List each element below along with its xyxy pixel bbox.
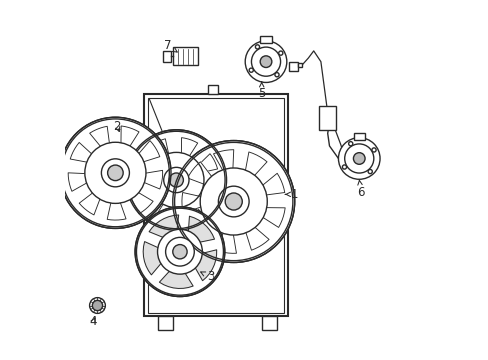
Text: 2: 2	[113, 120, 121, 133]
Circle shape	[89, 298, 105, 314]
Text: 7: 7	[163, 39, 177, 52]
Polygon shape	[240, 204, 285, 228]
Circle shape	[367, 170, 371, 174]
FancyBboxPatch shape	[158, 316, 172, 330]
Polygon shape	[181, 182, 218, 201]
Polygon shape	[70, 143, 110, 169]
Circle shape	[163, 167, 189, 193]
Circle shape	[126, 130, 226, 230]
Circle shape	[60, 117, 171, 228]
Polygon shape	[234, 209, 268, 250]
Circle shape	[338, 138, 379, 179]
Circle shape	[255, 45, 259, 49]
Polygon shape	[183, 216, 214, 251]
Polygon shape	[122, 141, 160, 172]
Polygon shape	[79, 176, 110, 215]
Circle shape	[244, 41, 286, 82]
Polygon shape	[178, 138, 197, 175]
Text: 4: 4	[89, 315, 97, 328]
Circle shape	[353, 153, 365, 164]
Circle shape	[101, 159, 129, 187]
Circle shape	[169, 173, 183, 187]
FancyBboxPatch shape	[144, 94, 287, 316]
Circle shape	[278, 51, 282, 55]
Circle shape	[172, 244, 187, 259]
Polygon shape	[135, 180, 170, 206]
Circle shape	[274, 73, 279, 77]
Polygon shape	[176, 186, 202, 221]
FancyBboxPatch shape	[262, 316, 276, 330]
Circle shape	[157, 229, 202, 274]
Polygon shape	[216, 209, 236, 253]
FancyBboxPatch shape	[147, 98, 284, 313]
Polygon shape	[241, 173, 284, 202]
Polygon shape	[118, 126, 139, 167]
Polygon shape	[187, 162, 229, 197]
Polygon shape	[159, 257, 193, 288]
Circle shape	[348, 141, 352, 146]
Polygon shape	[237, 152, 266, 197]
Polygon shape	[149, 215, 181, 246]
Polygon shape	[155, 185, 174, 222]
FancyBboxPatch shape	[172, 47, 198, 65]
Circle shape	[371, 148, 375, 152]
Circle shape	[107, 165, 123, 181]
Circle shape	[148, 152, 203, 208]
Polygon shape	[183, 250, 216, 281]
Polygon shape	[143, 242, 173, 275]
FancyBboxPatch shape	[297, 63, 301, 67]
Circle shape	[342, 165, 346, 169]
Polygon shape	[182, 193, 225, 213]
Polygon shape	[182, 154, 217, 180]
Polygon shape	[188, 204, 227, 243]
FancyBboxPatch shape	[260, 36, 271, 43]
FancyBboxPatch shape	[353, 133, 364, 140]
FancyBboxPatch shape	[207, 85, 218, 94]
Circle shape	[260, 56, 271, 67]
Polygon shape	[68, 171, 107, 191]
Text: 6: 6	[357, 180, 364, 199]
Text: 5: 5	[258, 82, 265, 100]
Text: 3: 3	[200, 270, 214, 283]
Polygon shape	[150, 139, 176, 174]
Circle shape	[251, 47, 280, 76]
Polygon shape	[107, 180, 126, 220]
Circle shape	[218, 186, 248, 217]
FancyBboxPatch shape	[163, 51, 170, 62]
Circle shape	[172, 140, 294, 262]
Polygon shape	[134, 159, 171, 178]
Circle shape	[84, 142, 146, 203]
Circle shape	[249, 68, 253, 72]
Circle shape	[344, 144, 373, 173]
Text: 1: 1	[285, 188, 298, 201]
Polygon shape	[89, 126, 116, 166]
Circle shape	[225, 193, 242, 210]
Polygon shape	[213, 150, 235, 193]
FancyBboxPatch shape	[318, 107, 335, 130]
Circle shape	[135, 207, 224, 297]
Circle shape	[92, 300, 102, 311]
Polygon shape	[118, 179, 153, 214]
Polygon shape	[122, 170, 163, 189]
Circle shape	[165, 237, 194, 266]
FancyBboxPatch shape	[288, 62, 297, 71]
Circle shape	[200, 168, 267, 235]
